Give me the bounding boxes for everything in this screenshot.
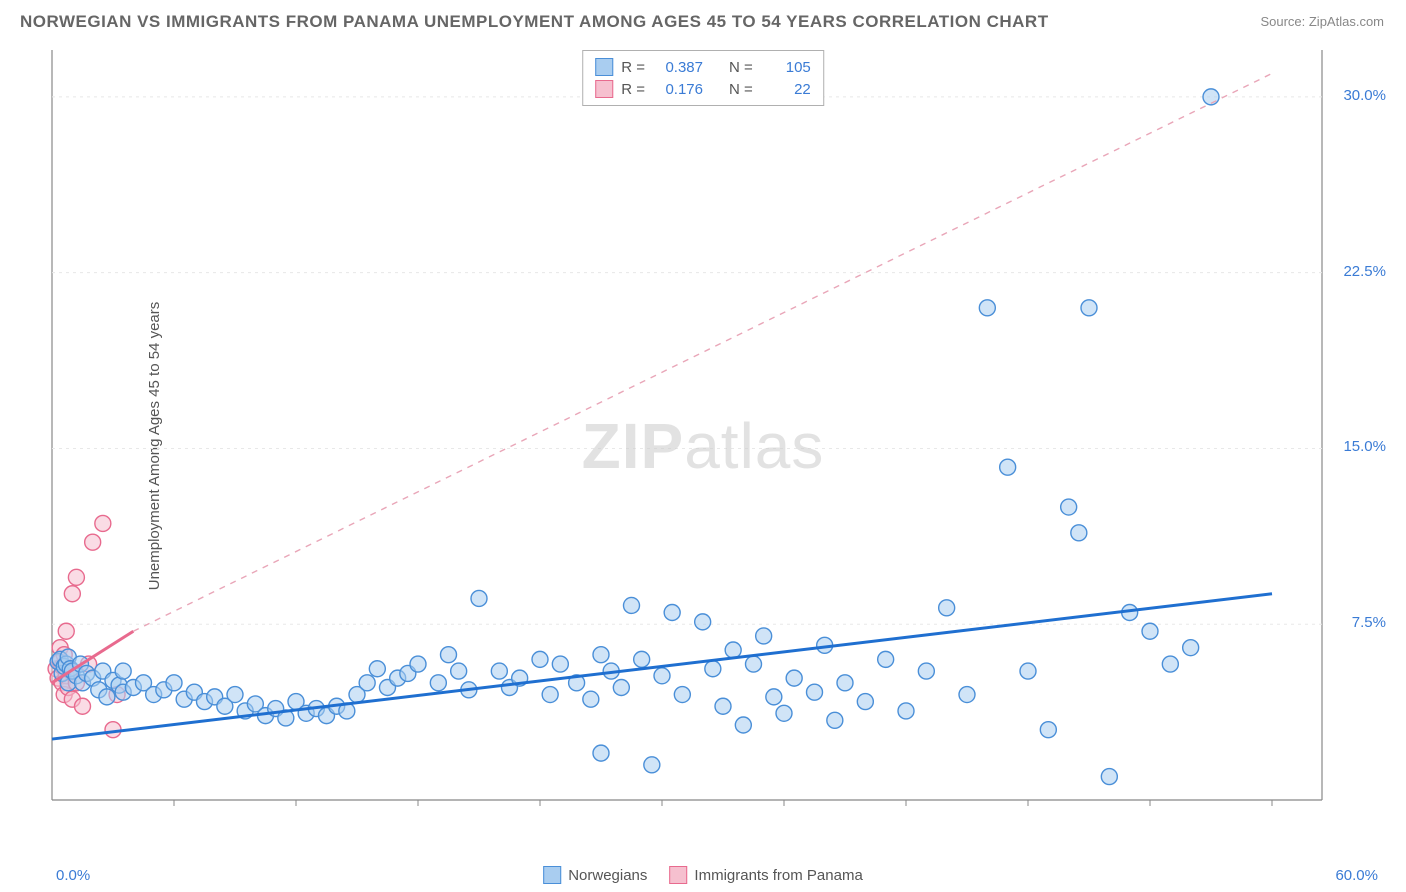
swatch-pink-icon <box>595 80 613 98</box>
y-tick-label: 22.5% <box>1343 263 1386 280</box>
bottom-legend: Norwegians Immigrants from Panama <box>543 866 863 884</box>
y-tick-label: 7.5% <box>1352 614 1386 631</box>
legend-label-blue: Norwegians <box>568 867 647 884</box>
r-value-blue: 0.387 <box>653 59 703 76</box>
y-tick-label: 15.0% <box>1343 438 1386 455</box>
legend-item-pink: Immigrants from Panama <box>669 866 862 884</box>
y-tick-label: 30.0% <box>1343 87 1386 104</box>
stats-row-blue: R = 0.387 N = 105 <box>595 56 811 78</box>
legend-label-pink: Immigrants from Panama <box>694 867 862 884</box>
n-label: N = <box>729 81 753 98</box>
swatch-blue-icon <box>595 58 613 76</box>
r-label: R = <box>621 59 645 76</box>
r-value-pink: 0.176 <box>653 81 703 98</box>
legend-item-blue: Norwegians <box>543 866 647 884</box>
n-label: N = <box>729 59 753 76</box>
stats-legend-box: R = 0.387 N = 105 R = 0.176 N = 22 <box>582 50 824 106</box>
scatter-chart <box>0 0 1406 892</box>
x-max-label: 60.0% <box>1335 867 1378 884</box>
n-value-pink: 22 <box>761 81 811 98</box>
r-label: R = <box>621 81 645 98</box>
swatch-pink-icon <box>669 866 687 884</box>
x-origin-label: 0.0% <box>56 867 90 884</box>
stats-row-pink: R = 0.176 N = 22 <box>595 78 811 100</box>
swatch-blue-icon <box>543 866 561 884</box>
n-value-blue: 105 <box>761 59 811 76</box>
